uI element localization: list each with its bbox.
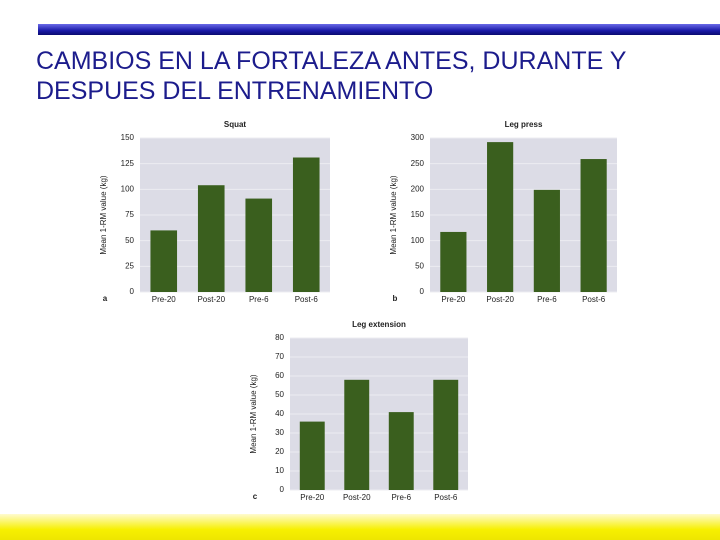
y-tick-label: 70 — [275, 352, 284, 361]
bar — [150, 230, 178, 292]
y-tick-label: 100 — [121, 184, 135, 193]
y-tick-label: 250 — [411, 159, 425, 168]
bar — [533, 189, 560, 292]
y-tick-label: 125 — [121, 159, 135, 168]
y-tick-label: 50 — [415, 261, 424, 270]
bar — [197, 185, 225, 292]
chart-title: Leg press — [505, 120, 543, 129]
bar — [580, 159, 607, 292]
y-tick-label: 30 — [275, 428, 284, 437]
x-tick-label: Pre-6 — [391, 493, 411, 502]
x-tick-label: Pre-6 — [537, 295, 557, 304]
y-tick-label: 0 — [280, 485, 285, 494]
y-tick-label: 50 — [125, 236, 134, 245]
panel-label: b — [393, 294, 398, 303]
y-axis-label: Mean 1-RM value (kg) — [249, 374, 258, 453]
bar — [440, 231, 467, 292]
y-tick-label: 80 — [275, 333, 284, 342]
y-tick-label: 150 — [411, 210, 425, 219]
x-tick-label: Post-20 — [343, 493, 371, 502]
x-tick-label: Pre-20 — [152, 295, 177, 304]
x-tick-label: Post-6 — [582, 295, 606, 304]
y-axis-label: Mean 1-RM value (kg) — [99, 175, 108, 254]
x-tick-label: Post-6 — [434, 493, 458, 502]
bar — [299, 421, 325, 490]
bar — [388, 412, 414, 490]
header-bar — [38, 24, 720, 35]
bar — [344, 379, 370, 490]
y-tick-label: 100 — [411, 236, 425, 245]
x-tick-label: Post-20 — [197, 295, 225, 304]
y-tick-label: 300 — [411, 133, 425, 142]
x-tick-label: Pre-20 — [300, 493, 325, 502]
footer-band — [0, 514, 720, 540]
panel-label: a — [103, 294, 108, 303]
y-tick-label: 25 — [125, 261, 134, 270]
y-axis-label: Mean 1-RM value (kg) — [389, 175, 398, 254]
y-tick-label: 150 — [121, 133, 135, 142]
y-tick-label: 0 — [130, 287, 135, 296]
panel-label: c — [253, 492, 258, 501]
y-tick-label: 75 — [125, 210, 134, 219]
y-tick-label: 50 — [275, 390, 284, 399]
bar — [292, 157, 320, 292]
x-tick-label: Pre-6 — [249, 295, 269, 304]
y-tick-label: 200 — [411, 184, 425, 193]
chart-title: Leg extension — [352, 320, 406, 329]
bar — [433, 379, 459, 490]
bar — [487, 142, 514, 292]
y-tick-label: 60 — [275, 371, 284, 380]
slide-title: CAMBIOS EN LA FORTALEZA ANTES, DURANTE Y… — [36, 47, 626, 105]
y-tick-label: 10 — [275, 466, 284, 475]
x-tick-label: Post-6 — [295, 295, 319, 304]
y-tick-label: 20 — [275, 447, 284, 456]
chart-title: Squat — [224, 120, 247, 129]
y-tick-label: 40 — [275, 409, 284, 418]
y-tick-label: 0 — [420, 287, 425, 296]
x-tick-label: Pre-20 — [441, 295, 466, 304]
x-tick-label: Post-20 — [486, 295, 514, 304]
bar — [245, 198, 273, 292]
